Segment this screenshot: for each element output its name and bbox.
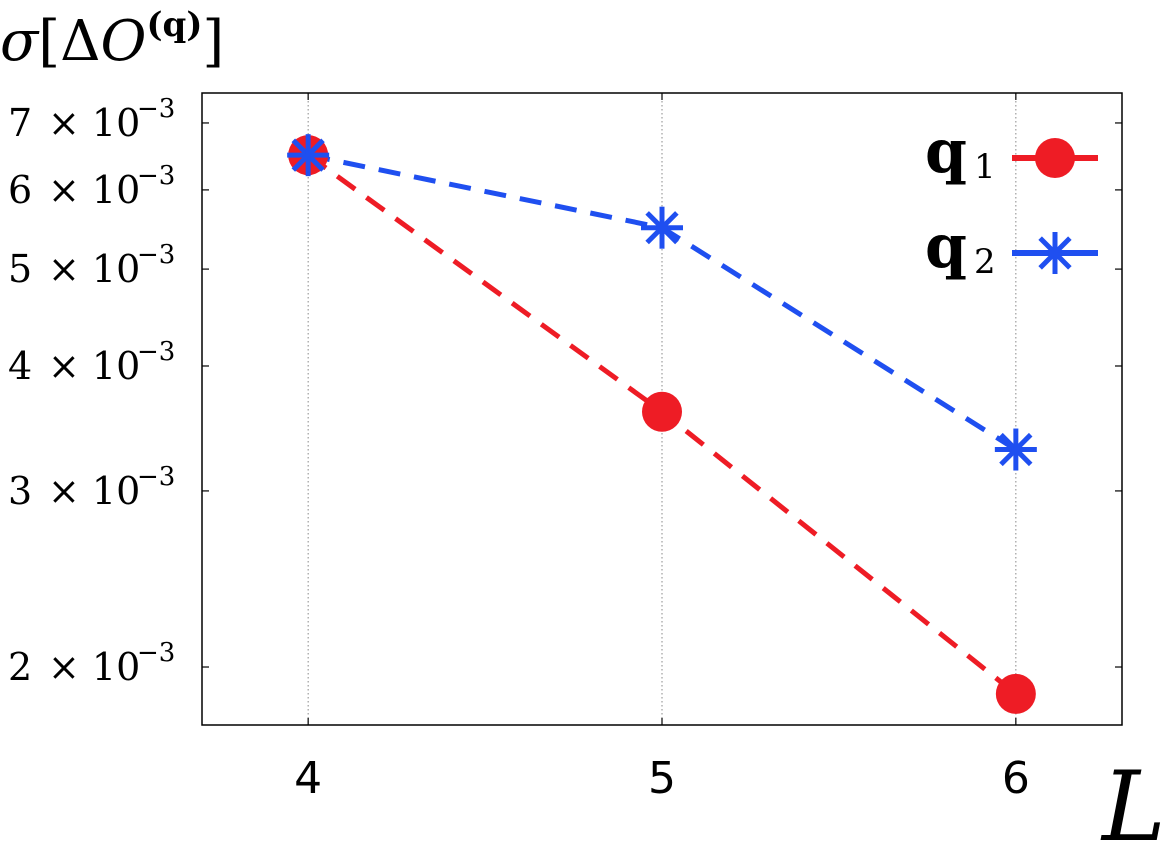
series-2-markers [287,134,1037,471]
y-tick-times: × 10 [48,247,140,291]
y-tick-mantissa: 4 [8,344,32,388]
y-tick-exponent: −3 [137,240,175,270]
series-layer [287,134,1037,714]
y-tick-exponent: −3 [137,94,175,124]
data-point [287,134,330,177]
axis-ticks: 4 5 67 × 10−36 × 10−35 × 10−34 × 10−33 × 10−32 ×… [8,93,1122,804]
legend-subscript: 1 [974,147,996,187]
x-axis-label: L [1100,751,1166,846]
y-tick-label: 3 × 10−3 [8,462,175,513]
asterisk-stroke [1038,236,1072,270]
y-tick-exponent: −3 [137,638,175,668]
asterisk-stroke [999,432,1033,467]
x-tick-label: 4 [294,753,322,804]
y-tick-times: × 10 [48,645,140,689]
y-tick-exponent: −3 [137,161,175,191]
y-tick-mantissa: 5 [8,247,32,291]
y-tick-mantissa: 6 [8,168,32,212]
y-tick-label: 4 × 10−3 [8,337,175,388]
x-tick-label: 5 [648,753,676,804]
x-tick-label: 6 [1002,753,1030,804]
asterisk-stroke [645,211,679,245]
y-tick-exponent: −3 [137,462,175,492]
data-point [994,428,1037,471]
data-point [1035,138,1075,178]
legend-name: q [925,117,967,187]
legend-subscript: 2 [974,242,996,282]
y-tick-times: × 10 [48,101,140,145]
y-tick-mantissa: 7 [8,101,32,145]
y-tick-mantissa: 2 [8,645,32,689]
y-axis-label: σ[ΔO(q)] [0,5,224,74]
asterisk-stroke [291,138,325,172]
legend: q 1q 2 [925,117,1098,282]
y-tick-times: × 10 [48,344,140,388]
data-point [1034,232,1076,274]
data-point [642,391,682,432]
data-point [995,673,1036,714]
y-tick-label: 5 × 10−3 [8,240,175,291]
y-tick-exponent: −3 [137,337,175,367]
y-tick-times: × 10 [48,168,140,212]
y-tick-label: 2 × 10−3 [8,638,175,689]
y-tick-times: × 10 [48,469,140,513]
data-point [641,206,683,249]
axis-labels: σ[ΔO(q)] L [0,5,1166,846]
y-tick-label: 7 × 10−3 [8,94,175,145]
y-tick-mantissa: 3 [8,469,32,513]
y-tick-label: 6 × 10−3 [8,161,175,212]
legend-name: q [925,212,967,282]
